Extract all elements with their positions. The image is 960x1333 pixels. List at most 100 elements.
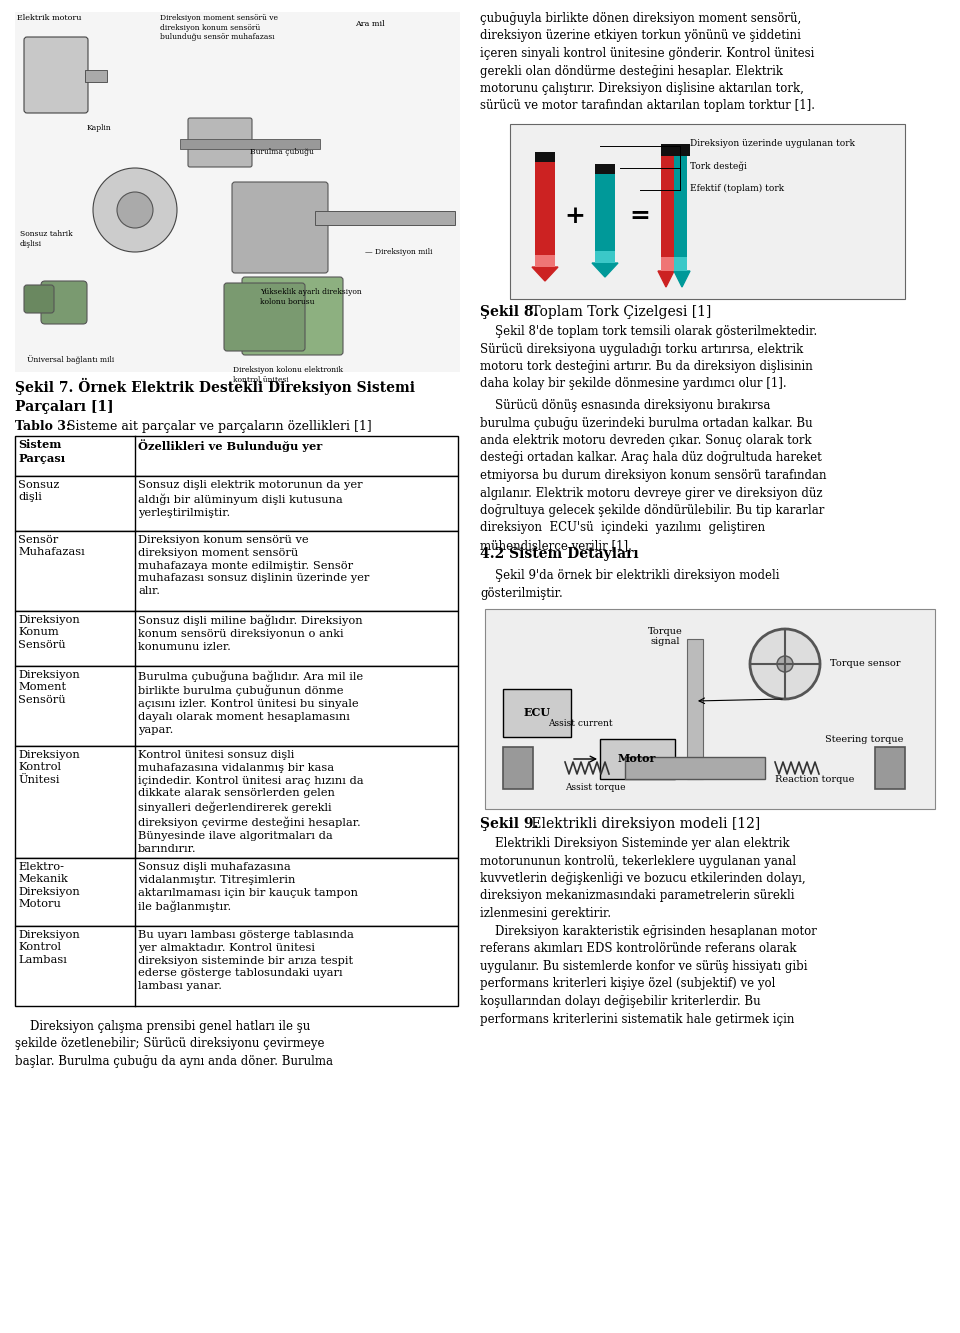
Text: Kontrol ünitesi sonsuz dişli
muhafazasına vidalanmış bir kasa
içindedir. Kontrol: Kontrol ünitesi sonsuz dişli muhafazasın… — [138, 750, 364, 853]
Text: ECU: ECU — [523, 708, 550, 718]
Text: Direksiyon konum sensörü ve
direksiyon moment sensörü
muhafazaya monte edilmişti: Direksiyon konum sensörü ve direksiyon m… — [138, 535, 370, 596]
Text: Sensör
Muhafazası: Sensör Muhafazası — [18, 535, 84, 557]
FancyBboxPatch shape — [242, 277, 343, 355]
Text: Şekil 8.: Şekil 8. — [480, 305, 539, 319]
Circle shape — [93, 168, 177, 252]
Bar — [15, 531, 458, 611]
Bar — [180, 139, 320, 149]
Bar — [15, 436, 458, 476]
Text: Sonsuz tahrik
dişlisi: Sonsuz tahrik dişlisi — [20, 231, 73, 248]
Text: Tablo 3:: Tablo 3: — [15, 420, 70, 433]
FancyBboxPatch shape — [24, 285, 54, 313]
Text: Steering torque: Steering torque — [825, 734, 903, 744]
Bar — [595, 167, 615, 263]
Text: Üniversal bağlantı mili: Üniversal bağlantı mili — [27, 355, 114, 364]
Bar — [315, 211, 455, 225]
Text: Direksiyon
Kontrol
Lambası: Direksiyon Kontrol Lambası — [18, 930, 80, 965]
Text: Reaction torque: Reaction torque — [775, 774, 854, 784]
FancyBboxPatch shape — [24, 37, 88, 113]
Text: Toplam Tork Çizelgesi [1]: Toplam Tork Çizelgesi [1] — [527, 305, 711, 319]
Text: Sonsuz
dişli: Sonsuz dişli — [18, 480, 60, 503]
Text: Özellikleri ve Bulunduğu yer: Özellikleri ve Bulunduğu yer — [138, 439, 323, 452]
Text: Şekil 8'de toplam tork temsili olarak gösterilmektedir.
Sürücü direksiyona uygul: Şekil 8'de toplam tork temsili olarak gö… — [480, 325, 817, 391]
Bar — [625, 757, 765, 778]
FancyBboxPatch shape — [232, 183, 328, 273]
Text: Direksiyon
Moment
Sensörü: Direksiyon Moment Sensörü — [18, 670, 80, 705]
Text: Motor: Motor — [618, 753, 657, 765]
Text: Efektif (toplam) tork: Efektif (toplam) tork — [690, 184, 784, 192]
Circle shape — [777, 656, 793, 672]
Bar — [674, 147, 687, 271]
Text: +: + — [564, 204, 586, 228]
Text: Assist current: Assist current — [548, 720, 612, 729]
Text: Direksiyon
Konum
Sensörü: Direksiyon Konum Sensörü — [18, 615, 80, 649]
Bar — [15, 611, 458, 666]
Text: Direksiyon çalışma prensibi genel hatları ile şu
şekilde özetlenebilir; Sürücü d: Direksiyon çalışma prensibi genel hatlar… — [15, 1020, 333, 1068]
Text: Direksiyon kolonu elektronik
kontrol ünitesi: Direksiyon kolonu elektronik kontrol üni… — [233, 367, 343, 384]
Bar — [875, 746, 905, 789]
Text: Direksiyon
Kontrol
Ünitesi: Direksiyon Kontrol Ünitesi — [18, 750, 80, 785]
Text: Burulma çubuğu: Burulma çubuğu — [250, 148, 314, 156]
Text: Elektro-
Mekanik
Direksiyon
Motoru: Elektro- Mekanik Direksiyon Motoru — [18, 862, 80, 909]
Bar — [85, 71, 107, 83]
Circle shape — [117, 192, 153, 228]
Bar — [600, 738, 675, 778]
Bar — [503, 746, 533, 789]
Bar — [595, 164, 615, 175]
Bar — [503, 689, 571, 737]
Text: Sistem
Parçası: Sistem Parçası — [18, 439, 65, 464]
Bar — [15, 858, 458, 926]
Polygon shape — [674, 271, 690, 287]
Bar — [661, 144, 690, 156]
FancyBboxPatch shape — [41, 281, 87, 324]
Bar — [687, 639, 703, 778]
Bar — [535, 155, 555, 267]
Text: Tork desteği: Tork desteği — [690, 161, 747, 171]
Text: Şekil 7. Örnek Elektrik Destekli Direksiyon Sistemi
Parçaları [1]: Şekil 7. Örnek Elektrik Destekli Direksi… — [15, 379, 415, 413]
Bar — [595, 251, 615, 263]
Bar — [15, 12, 460, 372]
Text: Bu uyarı lambası gösterge tablasında
yer almaktadır. Kontrol ünitesi
direksiyon : Bu uyarı lambası gösterge tablasında yer… — [138, 930, 354, 992]
Text: Ara mil: Ara mil — [355, 20, 385, 28]
Text: Sürücü dönüş esnasında direksiyonu bırakırsa
burulma çubuğu üzerindeki burulma o: Sürücü dönüş esnasında direksiyonu bırak… — [480, 399, 827, 552]
Bar — [535, 152, 555, 163]
Text: Şekil 9.: Şekil 9. — [480, 817, 539, 830]
Text: Sonsuz dişli muhafazasına
vidalanmıştır. Titreşimlerin
aktarılmaması için bir ka: Sonsuz dişli muhafazasına vidalanmıştır.… — [138, 862, 358, 912]
Text: Sisteme ait parçalar ve parçaların özellikleri [1]: Sisteme ait parçalar ve parçaların özell… — [63, 420, 372, 433]
Text: Direksiyon üzerinde uygulanan tork: Direksiyon üzerinde uygulanan tork — [690, 140, 855, 148]
Bar — [674, 257, 687, 271]
FancyBboxPatch shape — [224, 283, 305, 351]
Bar — [15, 666, 458, 746]
Text: 4.2 Sistem Detayları: 4.2 Sistem Detayları — [480, 547, 638, 561]
Text: =: = — [630, 204, 651, 228]
Text: — Direksiyon mili: — Direksiyon mili — [365, 248, 433, 256]
Bar — [15, 926, 458, 1006]
Bar — [15, 476, 458, 531]
Bar — [510, 124, 905, 299]
Bar — [535, 255, 555, 267]
Text: Assist torque: Assist torque — [564, 782, 625, 792]
Bar — [661, 147, 674, 271]
Bar — [485, 609, 935, 809]
Text: Kaplin: Kaplin — [87, 124, 111, 132]
Text: Şekil 9'da örnek bir elektrikli direksiyon modeli
gösterilmiştir.: Şekil 9'da örnek bir elektrikli direksiy… — [480, 569, 780, 600]
Text: Burulma çubuğuna bağlıdır. Ara mil ile
birlikte burulma çubuğunun dönme
açısını : Burulma çubuğuna bağlıdır. Ara mil ile b… — [138, 670, 363, 734]
Polygon shape — [532, 267, 558, 281]
Text: Sonsuz dişli miline bağlıdır. Direksiyon
konum sensörü direksiyonun o anki
konum: Sonsuz dişli miline bağlıdır. Direksiyon… — [138, 615, 363, 652]
Polygon shape — [592, 263, 618, 277]
Text: Elektrik motoru: Elektrik motoru — [17, 15, 82, 23]
Text: Yükseklik ayarlı direksiyon
kolonu borusu: Yükseklik ayarlı direksiyon kolonu borus… — [260, 288, 362, 305]
FancyBboxPatch shape — [188, 119, 252, 167]
Text: Direksiyon karakteristik eğrisinden hesaplanan motor
referans akımları EDS kontr: Direksiyon karakteristik eğrisinden hesa… — [480, 925, 817, 1025]
Bar — [15, 746, 458, 858]
Text: Direksiyon moment sensörü ve
direksiyon konum sensörü
bulunduğu sensör muhafazas: Direksiyon moment sensörü ve direksiyon … — [160, 15, 278, 41]
Text: Sonsuz dişli elektrik motorunun da yer
aldığı bir alüminyum dişli kutusuna
yerle: Sonsuz dişli elektrik motorunun da yer a… — [138, 480, 363, 517]
Polygon shape — [658, 271, 674, 287]
Text: çubuğuyla birlikte dönen direksiyon moment sensörü,
direksiyon üzerine etkiyen t: çubuğuyla birlikte dönen direksiyon mome… — [480, 12, 815, 112]
Text: Elektrikli Direksiyon Sisteminde yer alan elektrik
motorununun kontrolü, tekerle: Elektrikli Direksiyon Sisteminde yer ala… — [480, 837, 805, 920]
Bar — [661, 257, 674, 271]
Text: Elektrikli direksiyon modeli [12]: Elektrikli direksiyon modeli [12] — [527, 817, 760, 830]
Text: Torque sensor: Torque sensor — [830, 660, 900, 669]
Text: Torque
signal: Torque signal — [648, 627, 683, 647]
Circle shape — [750, 629, 820, 698]
